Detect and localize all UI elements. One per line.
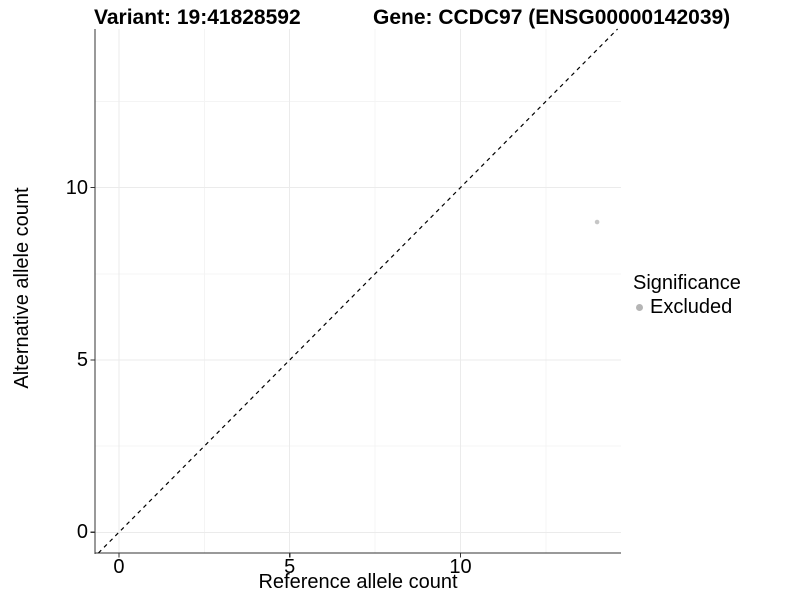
- x-tick-label: 5: [284, 556, 296, 578]
- x-axis-title: Reference allele count: [258, 571, 458, 593]
- legend-title: Significance: [633, 272, 741, 294]
- y-tick-label: 5: [76, 348, 88, 371]
- excluded-dot-icon: [636, 303, 643, 311]
- chart-title-gene: Gene: CCDC97 (ENSG00000142039): [373, 6, 731, 29]
- legend-item-label: Excluded: [650, 296, 733, 318]
- identity-reference-line: [97, 28, 619, 554]
- y-axis-title: Alternative allele count: [11, 187, 33, 389]
- chart-title-variant: Variant: 19:41828592: [94, 6, 301, 29]
- data-point-excluded: [594, 219, 600, 225]
- x-tick-label: 0: [113, 556, 125, 578]
- y-tick-label: 0: [76, 521, 88, 544]
- x-tick-label: 10: [449, 556, 472, 578]
- y-tick-label: 10: [65, 176, 88, 199]
- legend-item-excluded: Excluded: [633, 295, 741, 319]
- legend: Significance Excluded: [633, 271, 741, 319]
